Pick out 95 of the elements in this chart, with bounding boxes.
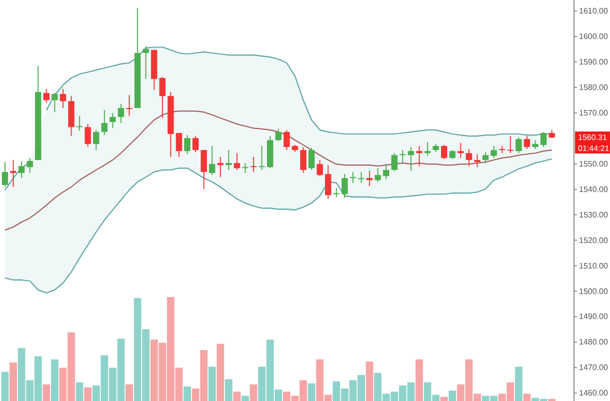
candlestick <box>275 128 282 142</box>
bar <box>366 361 374 401</box>
y-tick-label: 1530.00 <box>579 210 608 220</box>
bar <box>126 384 133 401</box>
y-tick-label: 1520.00 <box>579 236 608 245</box>
candlestick <box>43 88 50 104</box>
candlestick <box>126 94 132 116</box>
y-tick-label: 1600.00 <box>579 32 608 41</box>
bar <box>250 384 258 401</box>
candlestick <box>524 136 530 150</box>
candlestick <box>316 159 323 177</box>
bar <box>216 344 224 401</box>
bar <box>242 396 249 401</box>
candlestick <box>325 164 332 200</box>
candlestick <box>366 170 373 186</box>
bar <box>184 386 191 401</box>
bar <box>224 379 232 401</box>
candlestick <box>342 174 348 198</box>
candlestick <box>226 150 232 170</box>
candlestick <box>391 152 398 172</box>
bar <box>42 384 50 401</box>
candlestick <box>110 112 116 129</box>
candlestick <box>358 171 364 184</box>
candlestick <box>416 145 422 167</box>
candlestick <box>84 124 91 148</box>
bar <box>308 383 316 401</box>
candlestick <box>490 145 497 158</box>
candlestick <box>374 168 381 182</box>
candlestick <box>209 145 216 176</box>
bar <box>233 392 241 401</box>
candlestick <box>76 115 83 132</box>
candlestick <box>2 162 8 188</box>
y-tick-label: 1470.00 <box>579 363 608 372</box>
candlestick <box>52 92 58 113</box>
candlestick <box>482 152 489 164</box>
y-tick-label: 1510.00 <box>579 261 608 270</box>
candlestick <box>408 146 414 172</box>
bar <box>416 359 423 401</box>
candlestick <box>159 76 166 118</box>
candlestick <box>250 156 257 172</box>
candlestick <box>234 152 240 170</box>
y-tick-label: 1500.00 <box>579 286 608 296</box>
candlestick <box>142 46 149 80</box>
line-series <box>4 158 552 294</box>
y-tick-label: 1580.00 <box>579 82 608 92</box>
y-tick-label: 1460.00 <box>579 388 608 398</box>
bar <box>10 362 17 401</box>
bar <box>84 387 92 401</box>
candlestick <box>258 145 265 170</box>
bar <box>448 390 456 401</box>
bar <box>1 372 9 401</box>
candlestick <box>200 150 207 190</box>
candlestick <box>474 154 480 168</box>
candlestick <box>184 134 190 155</box>
y-tick-label: 1490.00 <box>579 312 608 322</box>
y-tick-label: 1570.00 <box>579 108 608 118</box>
candlestick <box>118 103 124 124</box>
candlestick <box>507 136 514 154</box>
candlestick <box>242 162 248 174</box>
y-tick-label: 1550.00 <box>579 159 608 168</box>
candlestick <box>400 150 406 164</box>
candlestick <box>308 148 315 170</box>
candlestick <box>18 160 25 179</box>
text: 01:44:21 <box>578 144 610 153</box>
text: 1560.31 <box>578 132 608 142</box>
bar <box>208 366 216 401</box>
candlestick <box>176 132 182 158</box>
candlestick <box>350 171 356 184</box>
candlestick <box>60 88 66 109</box>
y-tick-label: 1480.00 <box>579 338 608 347</box>
candlestick <box>466 148 472 167</box>
candlestick <box>516 136 522 154</box>
candlestick <box>540 131 547 148</box>
candlestick <box>192 136 199 153</box>
candlestick <box>424 142 431 156</box>
candlestick <box>93 129 100 151</box>
candlestick <box>333 188 340 198</box>
candlestick <box>458 142 464 158</box>
bar <box>440 396 448 401</box>
bar <box>76 382 84 401</box>
candlestick <box>217 156 224 178</box>
candlestick <box>101 110 108 136</box>
bar <box>50 359 58 401</box>
candlestick <box>10 159 16 188</box>
candlestick <box>300 146 306 174</box>
bar <box>514 366 522 401</box>
candlestick <box>284 129 290 151</box>
line-series <box>4 110 552 231</box>
candlestick <box>441 144 448 160</box>
y-tick-label: 1540.00 <box>579 184 608 194</box>
y-tick-label: 1610.00 <box>579 6 608 16</box>
y-tick-label: 1590.00 <box>579 57 608 66</box>
candlestick <box>26 157 33 174</box>
bar <box>523 394 531 401</box>
candlestick <box>383 164 390 180</box>
